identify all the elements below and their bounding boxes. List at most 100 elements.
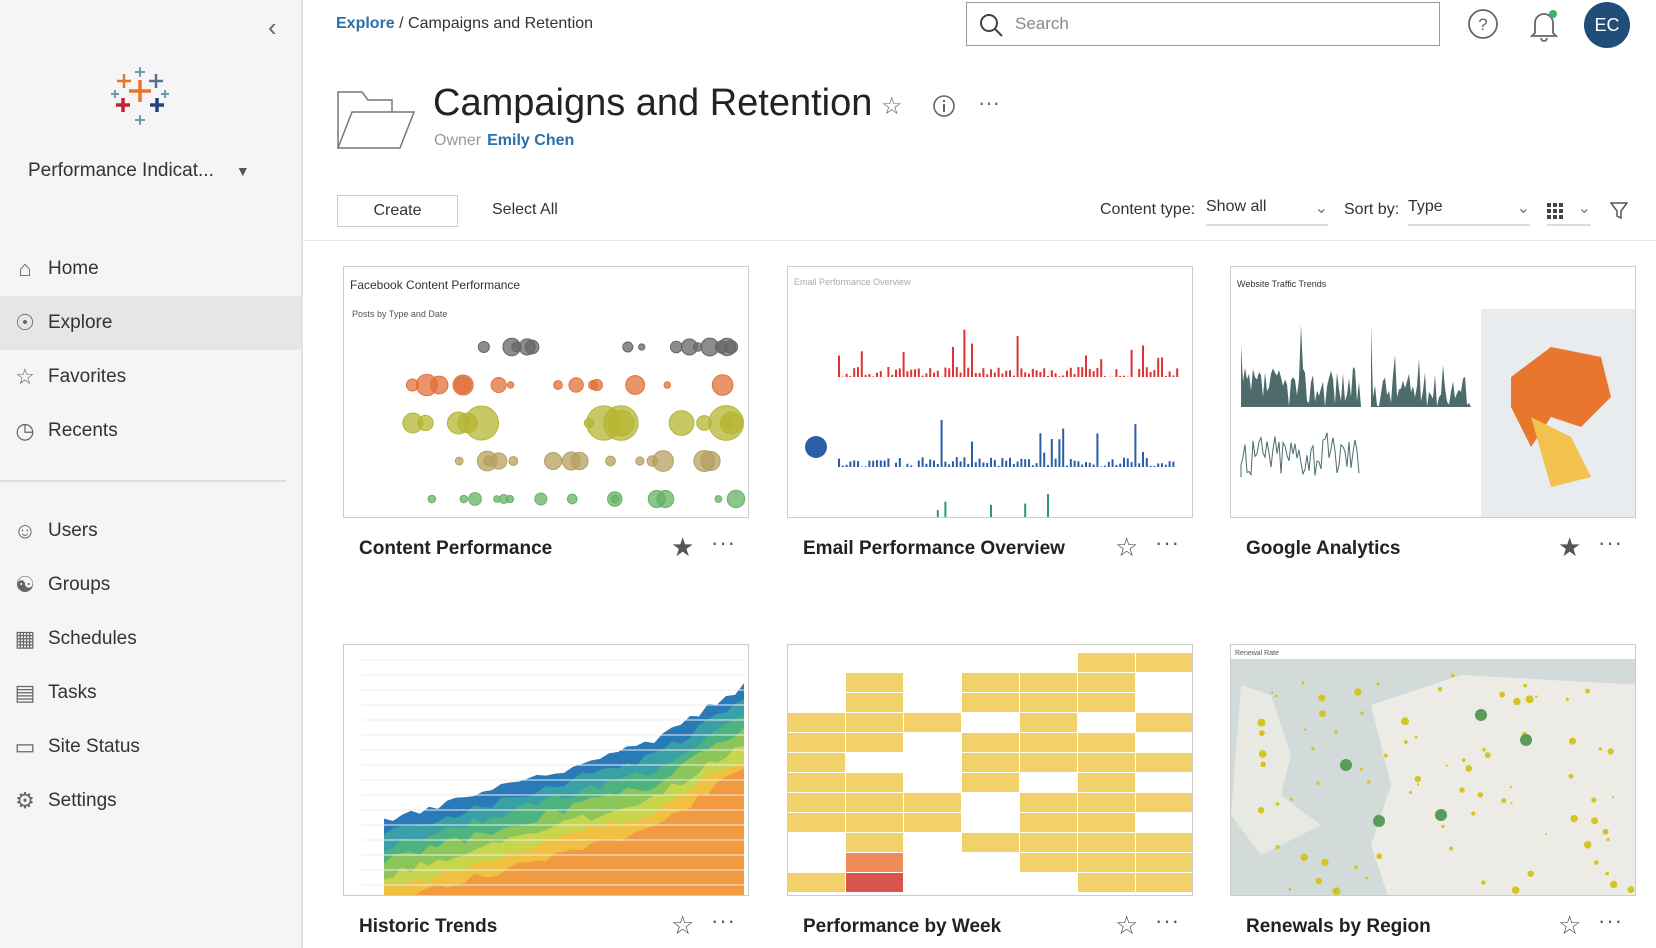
search-input[interactable]: Search <box>966 2 1440 46</box>
svg-text:Website Traffic Trends: Website Traffic Trends <box>1237 279 1327 289</box>
workbook-card-renewals-by-region[interactable]: Renewal Rate Renewals by Region ☆ ··· <box>1230 644 1636 940</box>
workbook-card-content-performance[interactable]: Facebook Content Performance Posts by Typ… <box>343 266 749 562</box>
workbook-title[interactable]: Historic Trends <box>359 916 498 937</box>
sidebar-item-label: Tasks <box>48 682 97 703</box>
workbook-thumbnail[interactable] <box>787 644 1193 896</box>
sidebar-item-schedules[interactable]: ▦ Schedules <box>0 612 301 666</box>
site-name: Performance Indicat... <box>28 160 214 181</box>
sidebar-item-groups[interactable]: ☯ Groups <box>0 558 301 612</box>
view-mode-select[interactable]: ⌄ <box>1547 198 1591 226</box>
collapse-sidebar-button[interactable]: ‹ <box>268 12 277 42</box>
content-type-select[interactable]: Show all ⌄ <box>1206 198 1328 226</box>
more-actions-button[interactable]: ··· <box>1155 908 1180 933</box>
star-outline-icon[interactable]: ☆ <box>1558 910 1582 940</box>
sort-by-select[interactable]: Type ⌄ <box>1408 198 1530 226</box>
sidebar-item-label: Users <box>48 520 98 541</box>
more-actions-button[interactable]: ··· <box>711 530 736 555</box>
star-filled-icon[interactable]: ★ <box>671 532 695 562</box>
sidebar-item-label: Favorites <box>48 366 127 387</box>
home-icon: ⌂ <box>18 256 32 281</box>
chevron-down-icon: ⌄ <box>1516 200 1530 217</box>
sidebar-item-site-status[interactable]: ▭ Site Status <box>0 720 301 774</box>
owner-info: Owner Emily Chen <box>434 132 574 150</box>
workbook-thumbnail[interactable]: Facebook Content Performance Posts by Typ… <box>343 266 749 518</box>
star-outline-icon[interactable]: ☆ <box>1115 532 1139 562</box>
sidebar-item-label: Explore <box>48 312 113 333</box>
filter-icon[interactable] <box>1610 202 1628 220</box>
workbook-thumbnail[interactable]: Renewal Rate <box>1230 644 1636 896</box>
help-icon[interactable]: ? <box>1467 8 1499 40</box>
sidebar-item-settings[interactable]: ⚙ Settings <box>0 774 301 828</box>
sidebar-item-label: Site Status <box>48 736 140 757</box>
search-icon <box>980 14 1003 37</box>
workbook-thumbnail[interactable] <box>343 644 749 896</box>
workbook-card-email-performance-overview[interactable]: Email Performance Overview Email Perform… <box>787 266 1193 562</box>
page-title: Campaigns and Retention <box>433 82 873 124</box>
sort-value: Type <box>1408 198 1443 215</box>
breadcrumb-separator: / <box>399 15 404 32</box>
thumbnail-preview: Website Traffic Trends <box>1237 279 1635 517</box>
breadcrumb-current: Campaigns and Retention <box>408 15 594 32</box>
thumbnail-preview: Facebook Content Performance Posts by Typ… <box>350 278 746 509</box>
calendar-icon: ▦ <box>14 626 36 651</box>
workbook-title[interactable]: Google Analytics <box>1246 538 1401 559</box>
thumbnail-preview: Renewal Rate <box>1231 650 1635 895</box>
grid-view-icon <box>1547 203 1563 219</box>
workbook-title[interactable]: Content Performance <box>359 538 553 559</box>
workbook-thumbnail[interactable]: Email Performance Overview <box>787 266 1193 518</box>
sidebar-item-label: Groups <box>48 574 111 595</box>
gear-icon: ⚙ <box>15 788 35 813</box>
star-icon: ☆ <box>15 364 35 389</box>
select-all-button[interactable]: Select All <box>492 201 558 218</box>
sidebar-item-recents[interactable]: ◷ Recents <box>0 404 301 458</box>
search-placeholder: Search <box>1015 14 1069 33</box>
breadcrumb: Explore / Campaigns and Retention <box>336 15 593 33</box>
owner-link[interactable]: Emily Chen <box>487 132 575 149</box>
star-outline-icon[interactable]: ☆ <box>671 910 695 940</box>
caret-down-icon: ▼ <box>235 163 250 179</box>
more-actions-button[interactable]: ··· <box>1598 908 1623 933</box>
star-filled-icon[interactable]: ★ <box>1558 532 1582 562</box>
groups-icon: ☯ <box>15 572 35 597</box>
svg-text:Renewal Rate: Renewal Rate <box>1235 650 1279 657</box>
toolbar-divider <box>303 240 1656 241</box>
sidebar-item-label: Settings <box>48 790 117 811</box>
workbook-card-google-analytics[interactable]: Website Traffic Trends Google Analytics … <box>1230 266 1636 562</box>
star-outline-icon[interactable]: ☆ <box>1115 910 1139 940</box>
favorite-star-icon[interactable]: ☆ <box>881 93 903 120</box>
sidebar-item-users[interactable]: ☺ Users <box>0 504 301 558</box>
owner-label: Owner <box>434 132 482 149</box>
create-button[interactable]: Create <box>337 195 458 227</box>
workbook-title[interactable]: Performance by Week <box>803 916 1002 937</box>
sidebar-item-favorites[interactable]: ☆ Favorites <box>0 350 301 404</box>
info-icon[interactable] <box>932 94 956 118</box>
chevron-down-icon: ⌄ <box>1577 200 1591 217</box>
content-type-label: Content type: <box>1100 201 1196 218</box>
site-switcher[interactable]: Performance Indicat... ▼ <box>28 160 250 182</box>
notifications-bell-icon[interactable] <box>1528 8 1560 42</box>
compass-icon: ☉ <box>15 310 35 335</box>
workbook-title[interactable]: Renewals by Region <box>1246 916 1431 937</box>
sidebar: ‹ Performance Indicat... ▼ ⌂ Home ☉ Explore ☆… <box>0 0 303 948</box>
sidebar-item-label: Recents <box>48 420 118 441</box>
more-actions-button[interactable]: ··· <box>1155 530 1180 555</box>
users-icon: ☺ <box>13 518 37 543</box>
clock-icon: ◷ <box>15 418 35 443</box>
sidebar-item-tasks[interactable]: ▤ Tasks <box>0 666 301 720</box>
breadcrumb-explore-link[interactable]: Explore <box>336 15 395 32</box>
sidebar-item-explore[interactable]: ☉ Explore <box>0 296 301 350</box>
workbook-title[interactable]: Email Performance Overview <box>803 538 1065 559</box>
workbook-thumbnail[interactable]: Website Traffic Trends <box>1230 266 1636 518</box>
more-actions-button[interactable]: ··· <box>1598 530 1623 555</box>
site-status-icon: ▭ <box>14 734 36 759</box>
sidebar-item-label: Home <box>48 258 99 279</box>
more-actions-button[interactable]: ··· <box>978 90 1000 115</box>
more-actions-button[interactable]: ··· <box>711 908 736 933</box>
svg-text:Posts by Type and Date: Posts by Type and Date <box>352 309 447 319</box>
thumbnail-preview: Email Performance Overview <box>794 277 1179 517</box>
content-type-value: Show all <box>1206 198 1267 215</box>
workbook-card-historic-trends[interactable]: Historic Trends ☆ ··· <box>343 644 749 940</box>
workbook-card-performance-by-week[interactable]: Performance by Week ☆ ··· <box>787 644 1193 940</box>
user-avatar[interactable]: EC <box>1584 2 1630 48</box>
sidebar-item-home[interactable]: ⌂ Home <box>0 242 301 296</box>
